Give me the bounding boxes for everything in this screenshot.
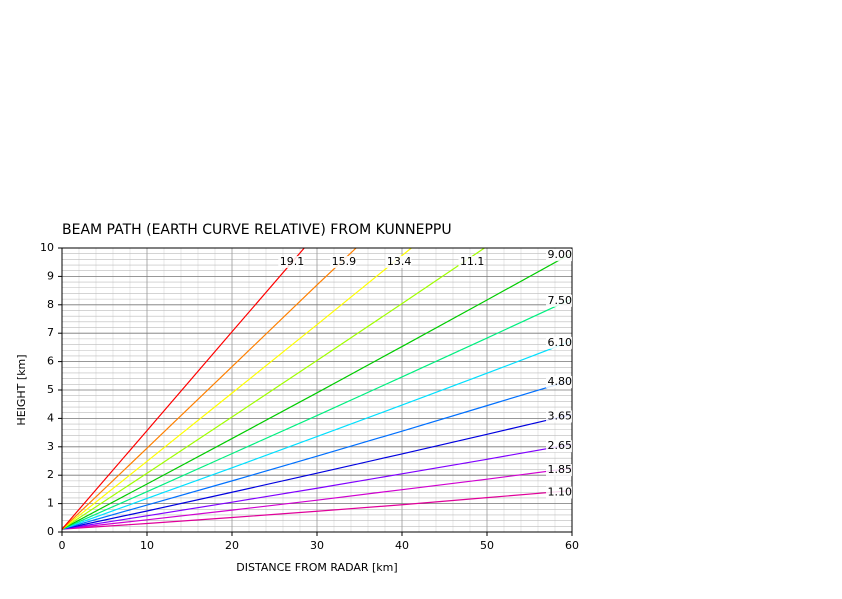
x-tick-label: 10 (140, 539, 154, 552)
label-bg (546, 464, 572, 477)
y-tick-label: 0 (47, 525, 54, 538)
chart-title: BEAM PATH (EARTH CURVE RELATIVE) FROM KU… (62, 222, 452, 238)
beam-line (62, 467, 572, 530)
legend-label: 1.10 (548, 486, 573, 499)
legend-label: 6.10 (548, 336, 573, 349)
beam-line (62, 443, 572, 530)
legend-label: 2.65 (548, 439, 573, 452)
y-tick-label: 4 (47, 411, 54, 424)
beam-line (62, 379, 572, 530)
label-bg (385, 256, 412, 268)
grid (61, 247, 573, 533)
y-tick-label: 5 (47, 383, 54, 396)
foreground: 0 10 20 30 40 50 60 0 1 2 3 4 5 6 7 8 9 10 1.10 1.85 2.65 3.6… (40, 241, 579, 552)
x-axis-label: DISTANCE FROM RADAR [km] (236, 561, 397, 574)
x-tick-label: 60 (565, 539, 579, 552)
plot-frame (61, 247, 573, 533)
x-tick-label: 0 (59, 539, 66, 552)
y-tick-label: 8 (47, 298, 54, 311)
legend-label: 11.1 (460, 255, 485, 268)
x-tick-label: 40 (395, 539, 409, 552)
label-bg (546, 486, 572, 499)
label-bg (278, 256, 305, 268)
y-tick-label: 2 (47, 468, 54, 481)
beam-line (62, 248, 412, 530)
y-tick-label: 7 (47, 326, 54, 339)
y-tick-label: 9 (47, 269, 54, 282)
y-tick-label: 10 (40, 241, 54, 254)
label-bg (546, 249, 572, 262)
plot-lines (62, 248, 572, 530)
label-bg (546, 410, 572, 423)
label-bg (330, 256, 357, 268)
x-tick-label: 50 (480, 539, 494, 552)
legend-label: 19.1 (280, 255, 305, 268)
beam-line (62, 413, 572, 530)
label-bg (458, 256, 485, 268)
beam-line (62, 248, 305, 530)
legend-label: 9.00 (548, 248, 573, 261)
legend-label: 3.65 (548, 409, 573, 422)
beam-line (62, 248, 485, 530)
label-bg (546, 376, 572, 389)
label-bg (546, 294, 572, 307)
y-tick-label: 6 (47, 355, 54, 368)
y-tick-label: 1 (47, 497, 54, 510)
beam-line (62, 248, 357, 530)
beam-line (62, 489, 572, 530)
beam-line (62, 340, 572, 530)
x-tick-label: 20 (225, 539, 239, 552)
x-tick-label: 30 (310, 539, 324, 552)
label-bg (546, 336, 572, 349)
legend-label: 1.85 (548, 463, 573, 476)
legend-label: 4.80 (548, 375, 573, 388)
legend-label: 7.50 (548, 294, 573, 307)
legend-label: 15.9 (332, 255, 357, 268)
beam-line (62, 252, 572, 530)
label-bg (546, 440, 572, 453)
legend-label: 13.4 (387, 255, 412, 268)
y-axis-label: HEIGHT [km] (15, 354, 28, 425)
beam-line (62, 298, 572, 530)
y-tick-label: 3 (47, 440, 54, 453)
